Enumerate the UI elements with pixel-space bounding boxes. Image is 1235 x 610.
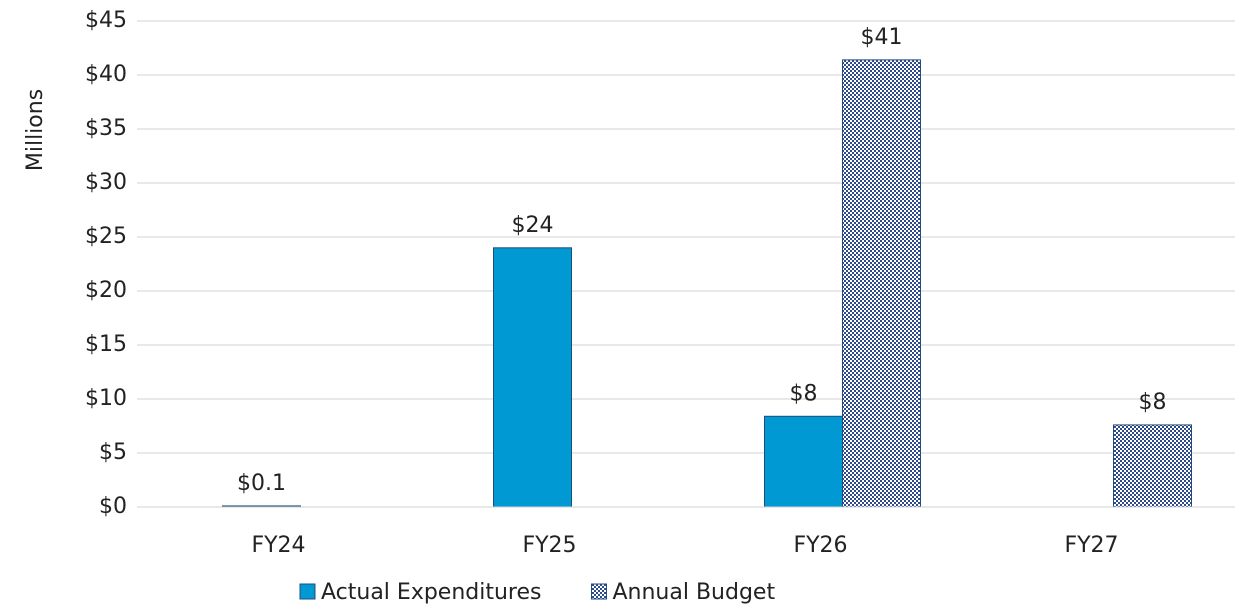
legend-label: Actual Expenditures bbox=[321, 580, 541, 605]
y-tick-label: $40 bbox=[85, 62, 127, 87]
data-label: $8 bbox=[1139, 390, 1167, 415]
bar bbox=[493, 247, 572, 508]
data-label: $41 bbox=[861, 25, 903, 50]
bar bbox=[1113, 424, 1192, 508]
y-tick-label: $35 bbox=[85, 116, 127, 141]
y-tick-label: $10 bbox=[85, 386, 127, 411]
x-tick-label: FY25 bbox=[522, 533, 576, 558]
data-label: $0.1 bbox=[237, 471, 286, 496]
x-tick-label: FY27 bbox=[1064, 533, 1118, 558]
y-tick-label: $20 bbox=[85, 278, 127, 303]
y-tick-label: $5 bbox=[99, 440, 127, 465]
x-tick-label: FY24 bbox=[251, 533, 305, 558]
y-tick-label: $0 bbox=[99, 494, 127, 519]
x-tick-label: FY26 bbox=[793, 533, 847, 558]
data-label: $24 bbox=[512, 213, 554, 238]
bar bbox=[764, 415, 843, 508]
legend-swatch bbox=[299, 583, 316, 600]
y-tick-label: $45 bbox=[85, 8, 127, 33]
y-tick-label: $25 bbox=[85, 224, 127, 249]
y-tick-label: $15 bbox=[85, 332, 127, 357]
legend-label: Annual Budget bbox=[612, 580, 775, 605]
y-tick-label: $30 bbox=[85, 170, 127, 195]
y-axis-label: Millions bbox=[23, 89, 48, 171]
legend-swatch bbox=[590, 583, 607, 600]
bar bbox=[842, 59, 921, 508]
data-label: $8 bbox=[790, 381, 818, 406]
